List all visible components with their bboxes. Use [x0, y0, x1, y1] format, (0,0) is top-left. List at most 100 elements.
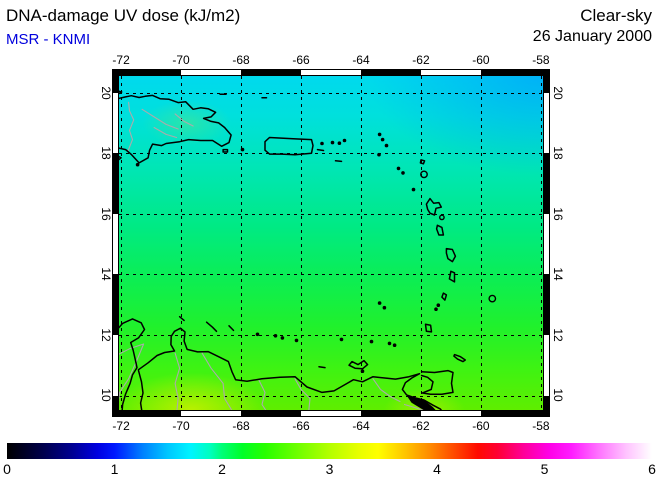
frame-band-segment	[113, 70, 118, 93]
river-tuy	[294, 378, 311, 410]
gridline-lon	[181, 76, 183, 410]
island-outline	[438, 214, 445, 221]
page-title: DNA-damage UV dose (kJ/m2)	[6, 6, 241, 25]
lon-tick-label-top: -70	[172, 53, 190, 67]
institute-label: MSR - KNMI	[6, 31, 91, 48]
lon-tick-label-top: -62	[412, 53, 430, 67]
lon-tick-label-bottom: -62	[412, 419, 430, 433]
lat-tick-label-left: 12	[99, 328, 113, 342]
lon-tick-label-top: -66	[292, 53, 310, 67]
dr-river-2	[153, 126, 178, 139]
lat-tick-label-left: 14	[99, 267, 113, 281]
gridline-lon	[301, 76, 302, 410]
gridline-lat	[119, 92, 543, 94]
saona	[222, 148, 229, 153]
frame-band	[112, 69, 119, 417]
lon-tick-label-bottom: -60	[472, 419, 490, 433]
puerto-rico	[264, 136, 314, 156]
small-island	[434, 307, 438, 311]
trinidad	[420, 369, 454, 396]
frame-band-segment	[115, 70, 182, 75]
sky-condition-label: Clear-sky	[580, 6, 652, 25]
frame-band-segment	[480, 411, 547, 416]
lon-tick-label-bottom: -58	[532, 419, 550, 433]
venezuela-coast	[137, 327, 443, 410]
frame-band-segment	[241, 70, 301, 75]
frame-band-segment	[113, 395, 118, 416]
gridline-lon	[121, 76, 123, 410]
vieques	[316, 148, 325, 152]
small-island	[330, 140, 335, 145]
gridline-lat	[119, 334, 543, 336]
island-outline	[488, 294, 497, 303]
frame-band-segment	[544, 395, 549, 416]
lat-tick-label-left: 16	[99, 207, 113, 221]
colorbar	[7, 443, 652, 459]
lat-tick-label-right: 16	[551, 207, 565, 221]
dr-river-3	[174, 113, 194, 127]
small-island	[135, 162, 140, 167]
tobago	[453, 353, 467, 363]
lat-tick-label-right: 18	[551, 146, 565, 160]
small-island	[392, 343, 397, 348]
colorbar-tick-label: 2	[218, 461, 226, 477]
gridline-lat	[119, 153, 543, 155]
lon-tick-label-top: -60	[472, 53, 490, 67]
colorbar-tick-label: 0	[3, 461, 11, 477]
st-lucia	[448, 270, 456, 283]
river-falcon	[174, 352, 181, 410]
river-san-juan	[372, 378, 401, 403]
island-outline	[420, 170, 428, 179]
small-island	[320, 141, 324, 146]
lat-tick-label-right: 10	[551, 388, 565, 403]
small-island	[339, 337, 344, 342]
orinoco-delta	[406, 394, 436, 410]
lat-tick-label-left: 10	[99, 388, 113, 403]
gridline-lat	[119, 274, 543, 276]
gridline-lon	[241, 76, 242, 410]
small-island	[273, 334, 278, 338]
lon-tick-label-bottom: -72	[112, 419, 130, 433]
gridline-lon	[361, 76, 362, 410]
aruba	[178, 315, 185, 322]
lon-tick-label-top: -58	[532, 53, 550, 67]
small-island	[384, 143, 389, 148]
barbuda	[419, 159, 426, 165]
lon-tick-label-top: -68	[232, 53, 250, 67]
frame-band-segment	[113, 153, 118, 214]
small-island	[396, 166, 401, 171]
margarita	[348, 359, 369, 370]
gridline-lon	[540, 76, 542, 410]
frame-band	[112, 410, 550, 417]
lat-tick-label-right: 12	[551, 328, 565, 342]
colorbar-tick-label: 5	[540, 461, 549, 477]
lat-tick-label-right: 14	[551, 267, 565, 281]
frame-band-segment	[113, 274, 118, 335]
grenada	[424, 323, 433, 333]
frame-band	[112, 69, 550, 76]
lon-tick-label-bottom: -70	[172, 419, 190, 433]
frame-band	[543, 69, 550, 417]
haiti-south-cut	[119, 155, 122, 161]
delta-rivers	[403, 403, 424, 410]
gridline-lon	[421, 76, 422, 410]
colorbar-tick-label: 6	[648, 461, 656, 477]
lon-tick-label-bottom: -66	[292, 419, 310, 433]
small-island	[387, 341, 392, 346]
date-label: 26 January 2000	[532, 28, 652, 45]
lat-tick-label-left: 18	[99, 146, 113, 160]
map-canvas	[119, 76, 543, 410]
gridline-lon	[480, 76, 482, 410]
guadeloupe	[425, 197, 443, 216]
guajira-maracaibo-west	[119, 318, 146, 410]
lon-tick-label-top: -64	[352, 53, 370, 67]
small-island	[377, 301, 382, 305]
small-island	[294, 338, 299, 343]
bonaire	[228, 325, 235, 332]
small-island	[411, 187, 416, 192]
martinique	[445, 247, 457, 263]
frame-band-segment	[544, 70, 549, 93]
small-island	[377, 152, 381, 157]
frame-band-segment	[361, 411, 421, 416]
st-croix	[334, 160, 343, 163]
